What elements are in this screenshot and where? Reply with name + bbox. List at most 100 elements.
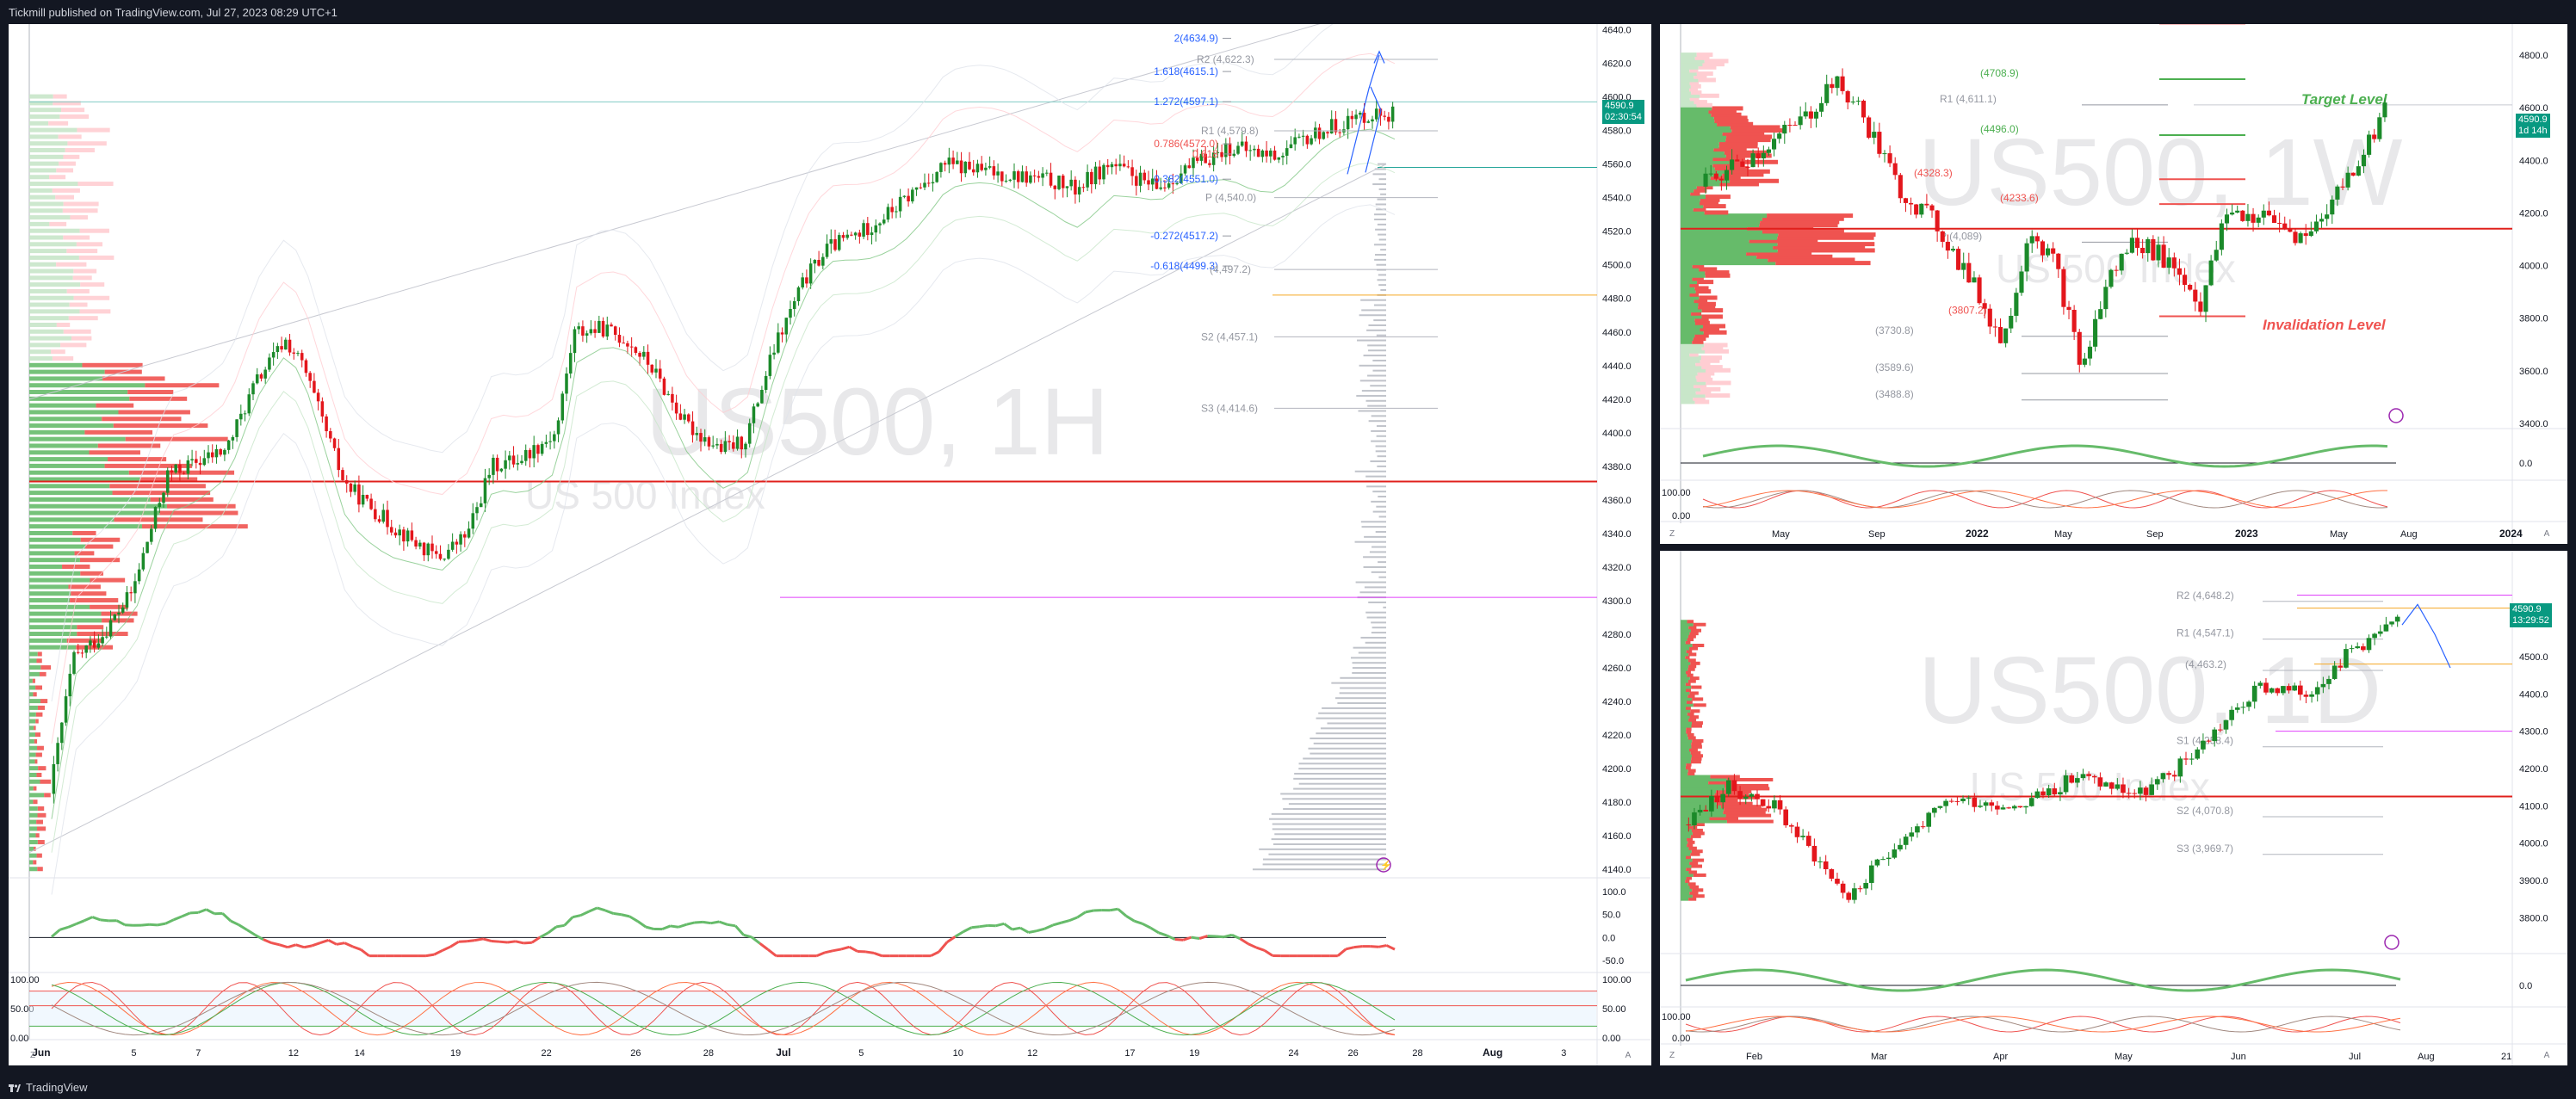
candle-down (495, 457, 499, 472)
volume-profile-bar-down (40, 665, 52, 670)
volume-profile-down-1w (1696, 71, 1713, 77)
candle-up-1d (2201, 740, 2206, 750)
volume-profile-bar-up (29, 671, 40, 676)
candle-down (1244, 141, 1248, 151)
time-axis-label: Jul (776, 1047, 790, 1059)
volume-profile-up-1d (1681, 766, 1686, 770)
tradingview-brand[interactable]: TradingView (9, 1081, 88, 1094)
volume-profile-bar-up (29, 503, 167, 509)
volume-profile-down-1w (1703, 204, 1726, 209)
candle-up (467, 528, 471, 538)
rsi-line-segment (604, 909, 614, 915)
zoom-button[interactable]: Z (29, 1051, 36, 1060)
candle-up (544, 441, 548, 444)
volume-profile-up-1w (1681, 333, 1695, 338)
candle-up (784, 318, 789, 335)
volume-profile-up-1d (1681, 882, 1688, 886)
volume-profile-up-1d (1681, 891, 1690, 895)
volume-profile-down-1d (1690, 661, 1700, 665)
volume-profile-down-1w (1705, 194, 1731, 200)
volume-profile-right-bar (1371, 621, 1386, 624)
volume-profile-right-bar (1374, 258, 1386, 261)
candle-up (1248, 150, 1252, 151)
volume-profile-right-bar (1262, 858, 1386, 861)
candle-up-1w (2245, 213, 2251, 221)
volume-profile-right-bar (1378, 576, 1386, 578)
candle-down-1d (1835, 879, 1840, 884)
rsi-line-segment (678, 923, 687, 929)
volume-profile-up-1d (1681, 825, 1689, 830)
chart-canvas-1h[interactable]: US500, 1HUS 500 Index4640.04620.04600.04… (9, 24, 1651, 1065)
auto-scale-button-1w[interactable]: A (2543, 529, 2550, 539)
volume-profile-up-1d (1681, 811, 1724, 815)
candle-up-1w (1750, 153, 1756, 168)
rsi-line-segment (279, 943, 288, 949)
volume-profile-down-1d (1688, 626, 1697, 630)
candle-up (447, 549, 450, 559)
volume-profile-up-1d (1681, 703, 1694, 707)
level-label-1w: (3730.8) (1875, 324, 1914, 336)
zoom-button-1w[interactable]: Z (1669, 529, 1675, 539)
candle-up (105, 636, 108, 638)
volume-profile-right-bar (1378, 284, 1386, 287)
candle-down (332, 438, 337, 448)
volume-profile-right-bar (1353, 646, 1386, 649)
candle-down (926, 182, 931, 184)
volume-profile-right-bar (1365, 641, 1386, 644)
candle-down (369, 498, 373, 509)
candle-up-1w (1708, 173, 1713, 175)
volume-profile-down-1w (1694, 286, 1709, 291)
chart-pane-1h[interactable]: US500, 1HUS 500 Index4640.04620.04600.04… (9, 24, 1651, 1065)
volume-profile-right-bar (1283, 807, 1386, 810)
candle-up-1w (2261, 210, 2266, 218)
candle-down-1d (2006, 807, 2011, 809)
candle-up-1w (1782, 125, 1787, 134)
volume-profile-up-1w (1681, 176, 1711, 181)
candle-down-1w (2188, 284, 2193, 290)
osc2-label-1w: 100.00 (1662, 488, 1691, 498)
volume-profile-right-bar (1371, 632, 1386, 634)
volume-profile-right-bar (1310, 752, 1386, 755)
volume-profile-bar-up (29, 645, 77, 650)
volume-profile-bar-up (29, 188, 53, 193)
volume-profile-right-bar (1320, 727, 1386, 730)
volume-profile-up-1d (1681, 855, 1686, 860)
price-tick-label: 4540.0 (1602, 194, 1632, 204)
volume-profile-up-1w (1681, 112, 1712, 117)
candle-up (271, 352, 276, 358)
volume-profile-right-bar (1361, 390, 1386, 392)
candle-up (146, 541, 149, 553)
candle-up-1d (1817, 861, 1823, 862)
candle-down (1081, 187, 1086, 188)
rsi-line-segment (523, 941, 532, 945)
volume-profile-up-1w (1681, 204, 1704, 209)
volume-profile-right-bar (1370, 460, 1386, 463)
price-tick-label-1w: 4600.0 (2519, 103, 2548, 114)
zoom-button-1d[interactable]: Z (1669, 1051, 1675, 1060)
candle-up-1d (2058, 792, 2063, 795)
volume-profile-bar-down (63, 235, 90, 240)
volume-profile-up-1w (1681, 346, 1702, 351)
volume-profile-bar-down (80, 571, 104, 576)
chart-pane-1w[interactable]: US500, 1W US 500 Index 4800.0 4600.0 4400.0 4… (1660, 24, 2567, 544)
volume-profile-right-bar (1363, 565, 1386, 568)
volume-profile-bar-down (37, 806, 45, 811)
candle-up (1240, 141, 1244, 146)
auto-scale-button-1d[interactable]: A (2543, 1051, 2550, 1060)
volume-profile-down-1w (1708, 109, 1737, 114)
candle-up (121, 607, 125, 613)
price-tick-label: 4160.0 (1602, 831, 1632, 842)
auto-scale-button[interactable]: A (1625, 1051, 1632, 1060)
volume-profile-right-bar (1375, 228, 1386, 231)
candle-up (487, 474, 491, 478)
volume-profile-up-1w (1681, 194, 1706, 200)
volume-profile-bar-down (72, 275, 92, 281)
volume-profile-up-1d (1681, 769, 1688, 773)
candle-up (247, 394, 251, 414)
pivot-level-label: S3 (4,414.6) (1201, 402, 1258, 414)
price-tick-label: 4260.0 (1602, 664, 1632, 674)
volume-profile-bar-up (29, 356, 53, 361)
